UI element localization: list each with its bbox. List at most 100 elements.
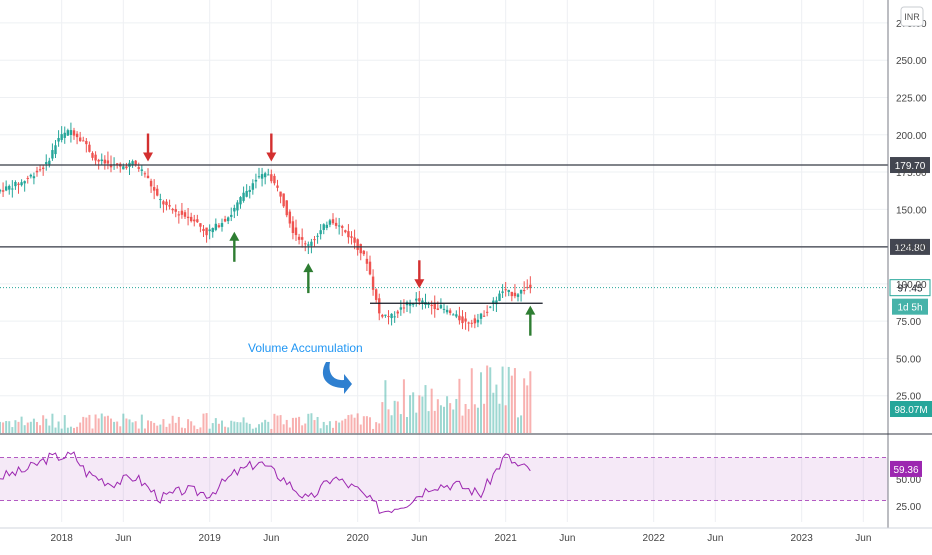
volume-bar bbox=[2, 422, 5, 433]
volume-bar bbox=[449, 403, 452, 433]
volume-bar bbox=[436, 399, 439, 433]
candle-body bbox=[125, 166, 128, 169]
current-price-badge bbox=[889, 279, 931, 297]
candle-body bbox=[476, 319, 480, 323]
volume-bar bbox=[473, 404, 476, 433]
volume-bar bbox=[110, 418, 112, 433]
candle-body bbox=[236, 202, 239, 211]
volume-bar bbox=[122, 413, 125, 433]
candle-body bbox=[270, 174, 273, 182]
volume-bar bbox=[251, 428, 254, 433]
candle-body bbox=[245, 190, 248, 197]
candle-body bbox=[384, 314, 387, 316]
volume-bar bbox=[42, 415, 45, 433]
volume-bar bbox=[254, 427, 257, 433]
candle-body bbox=[415, 298, 418, 301]
candle-body bbox=[177, 214, 181, 216]
volume-bar bbox=[492, 392, 495, 433]
volume-bar bbox=[439, 405, 442, 433]
candle-body bbox=[473, 318, 477, 324]
candle-body bbox=[196, 219, 199, 223]
level-label: 179.70 bbox=[895, 161, 926, 172]
candle-body bbox=[38, 169, 42, 171]
volume-bar bbox=[14, 420, 17, 433]
volume-bar bbox=[202, 413, 205, 433]
candle-body bbox=[82, 140, 85, 142]
volume-bar bbox=[341, 420, 344, 433]
countdown-badge bbox=[892, 298, 928, 315]
volume-bar bbox=[177, 416, 180, 433]
candle-body bbox=[91, 152, 94, 158]
volume-bar bbox=[489, 367, 492, 433]
candle-body bbox=[442, 308, 446, 310]
candle-body bbox=[267, 174, 270, 176]
volume-bar bbox=[486, 365, 489, 433]
volume-bar bbox=[248, 423, 251, 433]
candle-body bbox=[97, 159, 100, 162]
grid bbox=[0, 0, 888, 522]
candle-body bbox=[106, 160, 110, 164]
arrow-up-head bbox=[229, 231, 240, 241]
candle-body bbox=[322, 224, 325, 230]
volume-bar bbox=[11, 427, 14, 433]
volume-bar bbox=[362, 416, 365, 433]
candle-body bbox=[316, 235, 319, 237]
volume-bar bbox=[421, 396, 424, 433]
volume-bar bbox=[279, 415, 282, 433]
volume-bar bbox=[313, 420, 316, 433]
y-tick-label: 50.00 bbox=[896, 354, 921, 365]
volume-bar bbox=[328, 421, 331, 433]
volume-bar bbox=[285, 419, 288, 433]
candle-body bbox=[115, 163, 119, 166]
currency-badge[interactable]: INR bbox=[900, 6, 924, 27]
volume-bar bbox=[335, 420, 338, 433]
volume-bar bbox=[424, 385, 427, 433]
candle-body bbox=[344, 230, 347, 233]
volume-bar bbox=[17, 421, 20, 433]
volume-bar bbox=[270, 428, 273, 433]
candle-body bbox=[233, 207, 236, 212]
candle-body bbox=[214, 223, 218, 230]
volume-bar bbox=[409, 395, 412, 433]
candle-body bbox=[365, 258, 369, 264]
volume-bar bbox=[455, 398, 458, 433]
volume-bar bbox=[162, 419, 165, 433]
volume-bar bbox=[134, 421, 137, 433]
candle-body bbox=[359, 244, 362, 254]
candle-body bbox=[353, 237, 356, 243]
candle-body bbox=[516, 294, 520, 297]
x-tick-label: 2018 bbox=[51, 533, 74, 544]
volume-bar bbox=[242, 417, 245, 433]
candle-body bbox=[159, 199, 162, 201]
volume-bar bbox=[513, 368, 516, 433]
y-tick-label: 200.00 bbox=[896, 131, 927, 142]
volume-bar bbox=[233, 421, 236, 433]
volume-bar bbox=[143, 428, 146, 433]
candle-body bbox=[109, 164, 113, 168]
currency-label: INR bbox=[904, 12, 920, 22]
candle-body bbox=[88, 144, 91, 152]
volume-bar bbox=[295, 417, 297, 433]
volume-bar bbox=[147, 420, 149, 433]
volume-bar bbox=[464, 404, 467, 433]
volume-bar bbox=[66, 427, 69, 433]
candle-body bbox=[390, 313, 393, 319]
candle-body bbox=[66, 130, 70, 136]
volume-bar bbox=[304, 423, 307, 433]
volume-bar bbox=[517, 417, 519, 433]
candle-body bbox=[4, 186, 8, 191]
candle-body bbox=[411, 303, 415, 305]
candle-body bbox=[186, 216, 190, 219]
volume-bar bbox=[529, 371, 532, 433]
candle-body bbox=[433, 302, 436, 310]
volume-bar bbox=[476, 407, 479, 433]
volume-bar bbox=[402, 379, 405, 433]
arrow-down-head bbox=[143, 152, 153, 162]
candle-body bbox=[122, 166, 125, 170]
candle-body bbox=[445, 309, 449, 313]
volume-bar bbox=[116, 421, 119, 433]
candle-body bbox=[251, 183, 255, 190]
volume-bar bbox=[119, 426, 122, 433]
